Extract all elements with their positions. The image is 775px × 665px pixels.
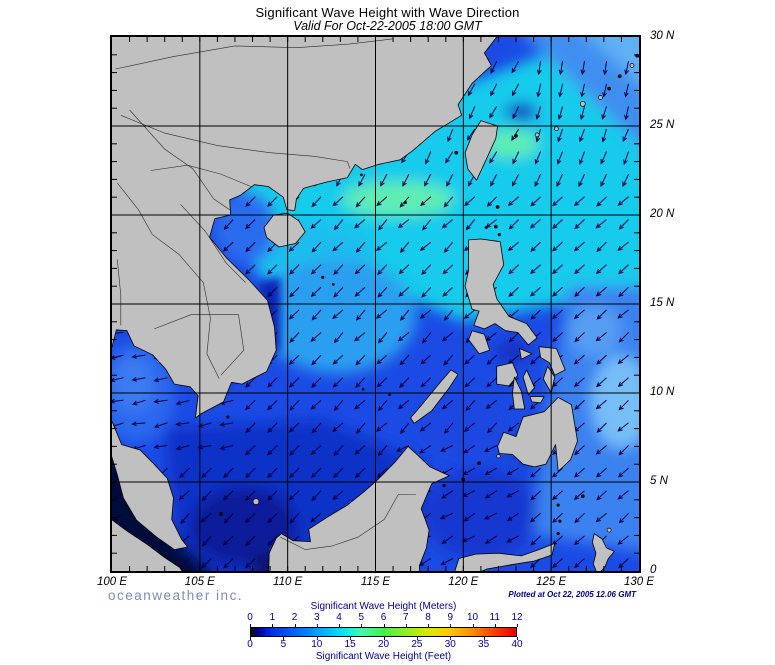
feet-tick-label: 35 — [478, 639, 490, 650]
meters-tick-label: 4 — [336, 612, 342, 623]
valid-time-subtitle: Valid For Oct-22-2005 18:00 GMT — [293, 19, 482, 33]
meters-tick-label: 8 — [425, 612, 431, 623]
meters-tick-label: 5 — [358, 612, 365, 623]
colorbar-tick — [450, 637, 452, 640]
legend-meters-ticks: 0 1 2 3 4 5 6 7 8 9 10 11 12 — [247, 612, 522, 624]
colorbar-tick — [316, 624, 318, 627]
meters-tick-label: 10 — [466, 612, 479, 623]
colorbar-tick — [339, 624, 340, 627]
y-axis-label: 0 — [650, 564, 657, 576]
y-axis-label: 20 N — [650, 208, 675, 220]
wave-height-colorbar — [250, 627, 517, 637]
y-axis-label: 10 N — [650, 386, 675, 398]
colorbar-tick — [250, 637, 251, 640]
x-axis-label: 105 E — [184, 576, 215, 588]
meters-tick-label: 0 — [247, 612, 253, 623]
colorbar-tick — [472, 624, 474, 627]
colorbar-tick — [450, 624, 452, 627]
colorbar-tick — [517, 637, 518, 640]
legend-meters-label: Significant Wave Height (Meters) — [310, 601, 457, 612]
feet-tick-label: 30 — [444, 639, 456, 650]
colorbar-tick — [517, 624, 518, 627]
colorbar-tick — [428, 624, 429, 627]
colorbar-tick — [272, 624, 274, 627]
y-axis-label: 30 N — [650, 30, 675, 42]
y-axis-label: 5 N — [650, 475, 668, 487]
colorbar-tick — [383, 637, 385, 640]
y-axis-label: 25 N — [650, 119, 675, 131]
feet-tick-label: 40 — [511, 639, 523, 650]
wave-height-map — [110, 35, 641, 573]
colorbar-tick — [416, 637, 418, 640]
meters-tick-label: 7 — [403, 612, 409, 623]
colorbar-tick — [405, 624, 407, 627]
meters-tick-label: 11 — [489, 612, 500, 623]
colorbar-tick — [283, 637, 285, 640]
oceanweather-logo-text: oceanweather inc. — [108, 588, 244, 603]
y-axis-label: 15 N — [650, 297, 675, 309]
x-axis-label: 120 E — [448, 576, 479, 588]
x-axis-label: 125 E — [536, 576, 567, 588]
meters-tick-label: 2 — [291, 612, 298, 623]
meters-tick-label: 6 — [380, 612, 387, 623]
map-canvas — [112, 37, 639, 571]
colorbar-tick — [250, 624, 251, 627]
meters-tick-label: 12 — [511, 612, 523, 623]
feet-tick-label: 15 — [344, 639, 356, 650]
plotted-timestamp: Plotted at Oct 22, 2005 12.06 GMT — [508, 590, 636, 599]
colorbar-tick — [494, 624, 496, 627]
colorbar-tick — [350, 637, 352, 640]
colorbar-tick — [383, 624, 385, 627]
colorbar-tick — [483, 637, 485, 640]
x-axis-label: 100 E — [96, 576, 128, 588]
feet-tick-label: 20 — [377, 639, 390, 650]
colorbar-tick — [361, 624, 363, 627]
page-title: Significant Wave Height with Wave Direct… — [255, 5, 520, 20]
x-axis-label: 115 E — [360, 576, 391, 588]
legend-feet-ticks: 0 5 10 15 20 25 30 35 40 — [247, 639, 522, 651]
meters-tick-label: 9 — [447, 612, 454, 623]
meters-tick-label: 1 — [269, 612, 276, 623]
colorbar-tick — [294, 624, 296, 627]
x-axis-label: 110 E — [273, 576, 303, 588]
legend-feet-label: Significant Wave Height (Feet) — [315, 651, 452, 662]
feet-tick-label: 5 — [280, 639, 287, 650]
meters-tick-label: 3 — [314, 612, 320, 623]
feet-tick-label: 10 — [311, 639, 323, 650]
colorbar-tick — [316, 637, 318, 640]
feet-tick-label: 25 — [411, 639, 423, 650]
x-axis-label: 130 E — [623, 576, 655, 588]
feet-tick-label: 0 — [247, 639, 253, 650]
